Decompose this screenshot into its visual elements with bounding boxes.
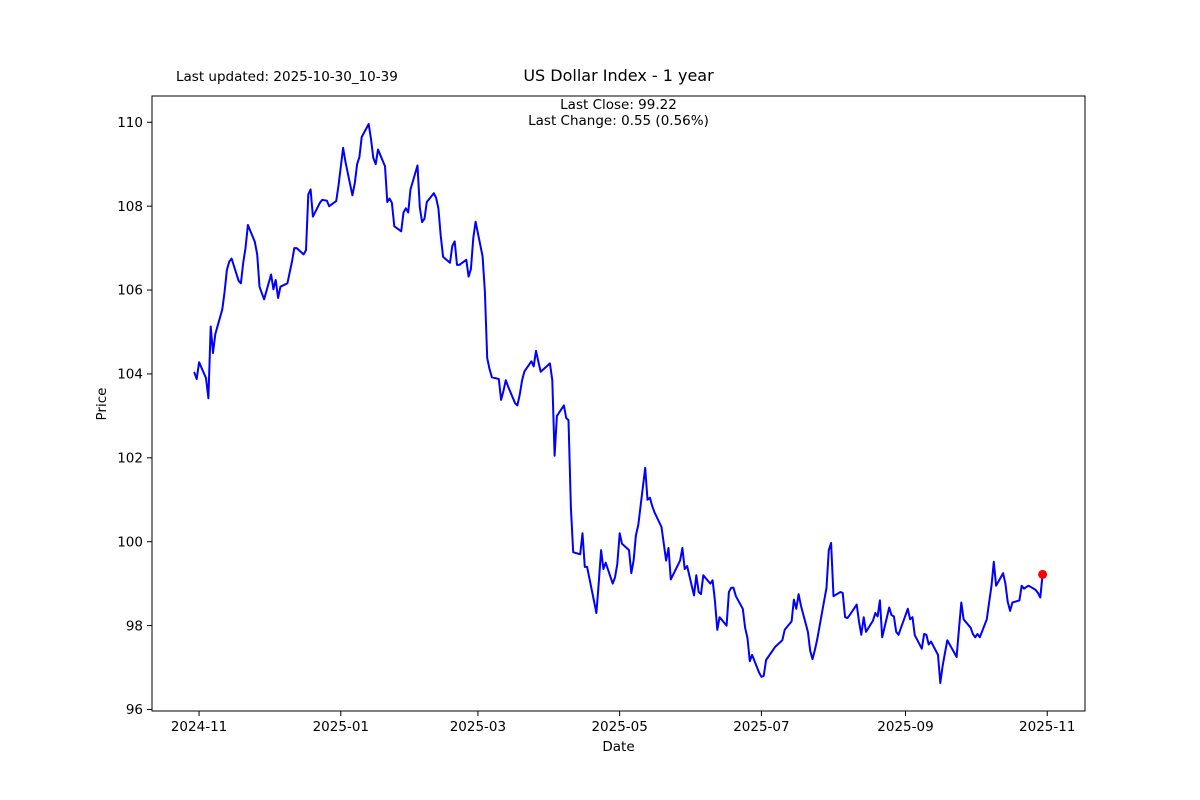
x-tick-label: 2025-09 (877, 719, 933, 735)
x-tick-label: 2025-11 (1019, 719, 1075, 735)
last-close-line: Last Close: 99.22 (560, 97, 677, 113)
y-tick-label: 98 (126, 618, 143, 634)
plot-frame (151, 95, 1086, 712)
y-tick-label: 108 (117, 199, 143, 215)
last-price-marker (1038, 569, 1048, 579)
last-close-annotation: Last Close: 99.22 Last Change: 0.55 (0.5… (152, 97, 1085, 129)
y-tick-label: 102 (117, 451, 143, 467)
chart-title: US Dollar Index - 1 year (523, 66, 714, 85)
y-tick-label: 100 (117, 534, 143, 550)
y-tick-label: 110 (117, 115, 143, 131)
y-tick-label: 106 (117, 283, 143, 299)
x-tick-label: 2025-05 (591, 719, 647, 735)
x-tick-label: 2025-01 (313, 719, 369, 735)
price-line (193, 123, 1044, 684)
x-tick-label: 2025-03 (450, 719, 506, 735)
x-axis-label: Date (602, 739, 635, 755)
y-axis-label: Price (94, 387, 110, 421)
y-tick-label: 96 (126, 702, 143, 718)
last-change-line: Last Change: 0.55 (0.56%) (528, 113, 709, 129)
last-updated-text: Last updated: 2025-10-30_10-39 (176, 69, 398, 85)
x-tick-label: 2025-07 (733, 719, 789, 735)
y-tick-label: 104 (117, 367, 143, 383)
x-tick-label: 2024-11 (171, 719, 227, 735)
